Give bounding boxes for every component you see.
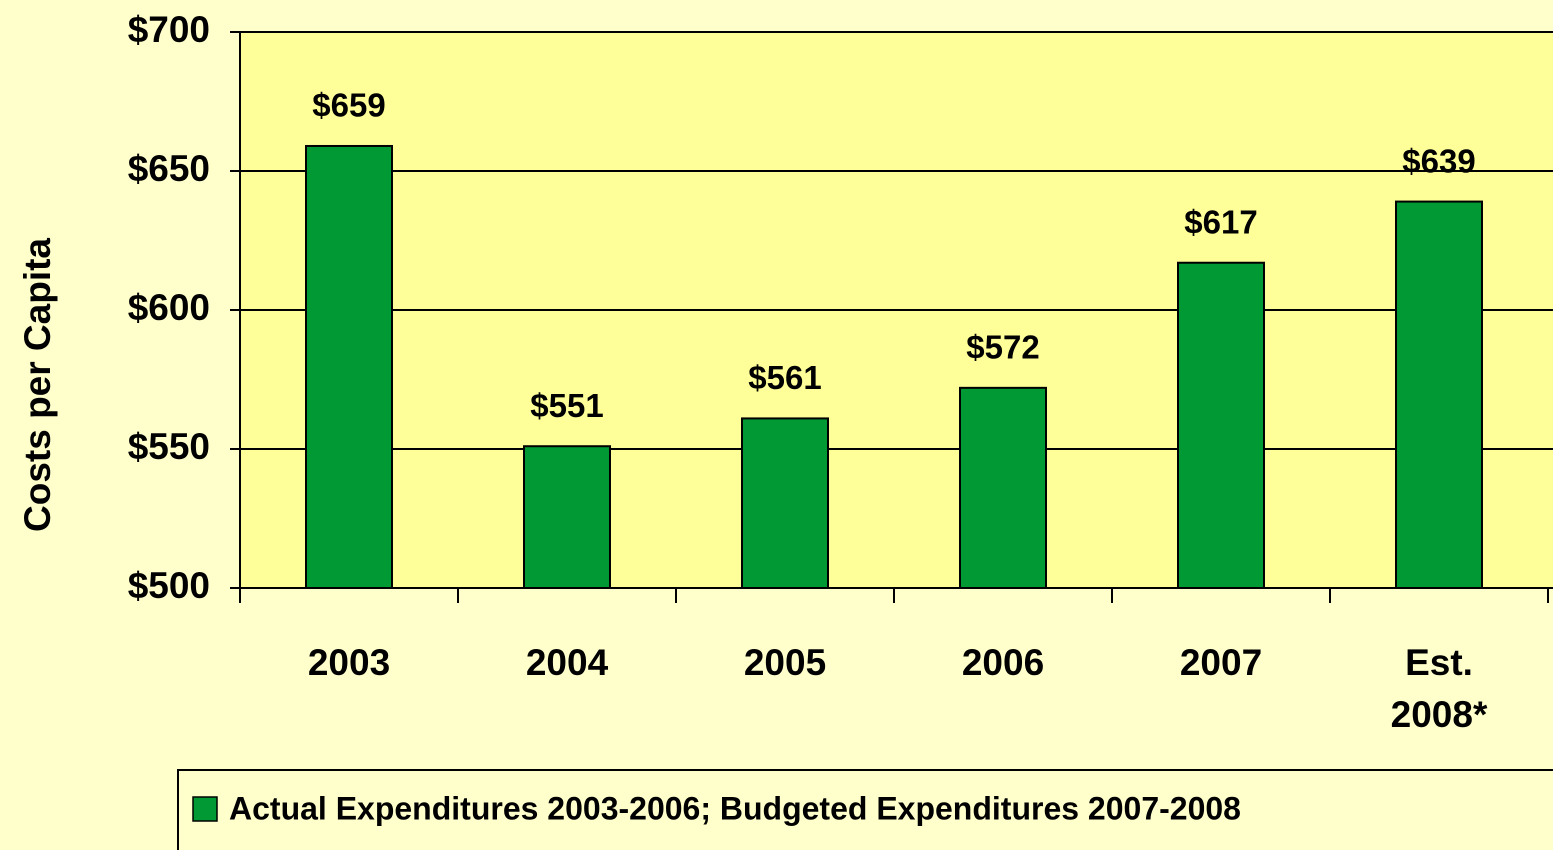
bar bbox=[305, 144, 393, 589]
bar bbox=[959, 386, 1047, 589]
y-tick-label: $650 bbox=[128, 148, 210, 189]
x-tick-label: 2004 bbox=[526, 642, 609, 683]
bar bbox=[523, 445, 611, 589]
value-label: $639 bbox=[1402, 142, 1475, 179]
legend-label: Actual Expenditures 2003-2006; Budgeted … bbox=[229, 790, 1241, 826]
x-tick-label: 2007 bbox=[1180, 642, 1262, 683]
x-tick-label: Est. 2008* bbox=[1391, 642, 1488, 735]
y-tick-label: $550 bbox=[128, 426, 210, 467]
bar bbox=[1395, 200, 1483, 590]
y-tick-label: $600 bbox=[128, 287, 210, 328]
value-label: $617 bbox=[1184, 203, 1257, 240]
x-tick-label: 2006 bbox=[962, 642, 1044, 683]
value-label: $659 bbox=[312, 87, 385, 124]
legend-swatch bbox=[192, 796, 218, 822]
y-tick-label: $500 bbox=[128, 565, 210, 606]
x-tick-label: 2005 bbox=[744, 642, 826, 683]
legend-box bbox=[177, 769, 1553, 850]
bar bbox=[741, 417, 829, 590]
y-tick-label: $700 bbox=[128, 9, 210, 50]
value-label: $551 bbox=[530, 387, 603, 424]
y-axis-title: Costs per Capita bbox=[17, 238, 58, 532]
bar bbox=[1177, 261, 1265, 589]
x-tick-label: 2003 bbox=[308, 642, 390, 683]
value-label: $561 bbox=[748, 359, 821, 396]
value-label: $572 bbox=[966, 329, 1039, 366]
